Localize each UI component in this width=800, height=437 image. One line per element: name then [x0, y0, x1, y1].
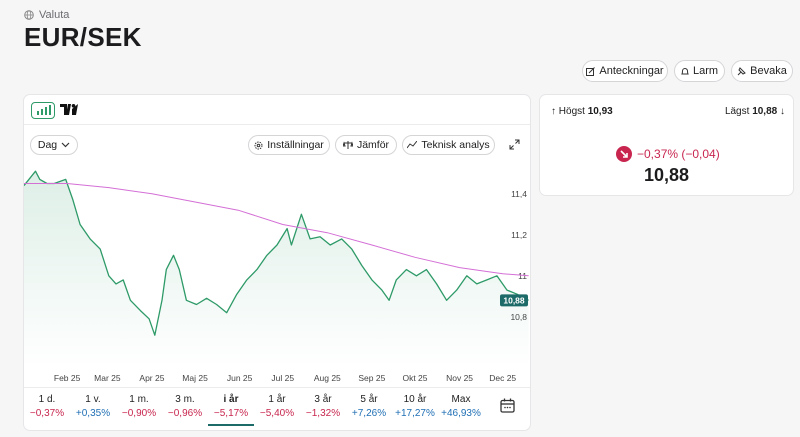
x-tick-label: Apr 25 [139, 373, 164, 383]
period-tab[interactable]: 1 d. −0,37% [24, 392, 70, 424]
period-tab[interactable]: 3 år −1,32% [300, 392, 346, 424]
x-tick-label: Sep 25 [358, 373, 385, 383]
button-label: Teknisk analys [421, 139, 490, 151]
current-value-label: 10,88 [503, 295, 525, 305]
x-tick-label: Maj 25 [182, 373, 208, 383]
x-tick-label: Dec 25 [489, 373, 516, 383]
price-line [24, 170, 529, 336]
period-label: 1 år [268, 394, 286, 405]
period-tab[interactable]: 1 v. +0,35% [70, 392, 116, 424]
low: Lägst 10,88 ↓ [724, 106, 785, 117]
x-tick-label: Okt 25 [402, 373, 427, 383]
x-tick-label: Feb 25 [54, 373, 81, 383]
period-change: +0,35% [75, 408, 111, 419]
button-label: Inställningar [267, 139, 324, 151]
high-label: Högst [558, 106, 585, 117]
y-tick-label: 11,4 [511, 189, 527, 199]
period-change: −5,17% [213, 408, 249, 419]
current-value-tag [500, 294, 528, 307]
button-label: Anteckningar [599, 65, 664, 77]
period-label: 1 v. [85, 394, 101, 405]
button-label: Jämför [356, 139, 390, 151]
compare-button[interactable]: Jämför [335, 135, 397, 155]
period-change: −5,40% [259, 408, 295, 419]
icon [737, 66, 746, 75]
period-label: 3 m. [175, 394, 195, 405]
period-change: −0,37% [29, 408, 65, 419]
period-tab[interactable]: 5 år +7,26% [346, 392, 392, 424]
period-change: −0,96% [167, 408, 203, 419]
x-tick-label: Jun 25 [227, 373, 253, 383]
period-change: −1,32% [305, 408, 341, 419]
low-label: Lägst [724, 106, 750, 117]
period-change: +17,27% [395, 408, 435, 419]
x-tick-label: Aug 25 [314, 373, 341, 383]
period-change: +7,26% [351, 408, 387, 419]
watch-button[interactable]: Bevaka [731, 60, 793, 82]
period-label: Max [451, 394, 471, 405]
expand-icon[interactable] [509, 139, 520, 150]
period-tab[interactable]: i år −5,17% [208, 392, 254, 426]
button-label: Bevaka [750, 65, 787, 77]
globe-icon [24, 10, 34, 20]
chart-type-button[interactable] [31, 102, 55, 119]
y-tick-label: 11,2 [511, 230, 527, 240]
high-value: 10,93 [587, 106, 613, 117]
period-change: +46,93% [441, 408, 481, 419]
icon [37, 105, 51, 115]
icon [342, 140, 353, 149]
divider [24, 124, 530, 125]
icon [254, 141, 263, 149]
settings-button[interactable]: Inställningar [248, 135, 330, 155]
area [24, 171, 529, 368]
period-tab[interactable]: 3 m. −0,96% [162, 392, 208, 424]
notes-button[interactable]: Anteckningar [582, 60, 668, 82]
period-tab[interactable]: 10 år +17,27% [392, 392, 438, 424]
category: Valuta [24, 9, 69, 21]
icon [681, 67, 689, 74]
analysis-button[interactable]: Teknisk analys [402, 135, 495, 155]
low-value: 10,88 [752, 106, 778, 117]
x-tick-label: Nov 25 [446, 373, 473, 383]
period-label: i år [223, 394, 239, 405]
calendar-icon[interactable] [500, 398, 515, 413]
average-line [24, 183, 529, 277]
period-label: 1 m. [129, 394, 149, 405]
period-tab[interactable]: 1 m. −0,90% [116, 392, 162, 424]
x-tick-label: Mar 25 [94, 373, 121, 383]
change-value: −0,37% (−0,04) [637, 147, 720, 161]
stats-card [540, 95, 793, 195]
period-label: 10 år [403, 394, 427, 405]
period-label: 1 d. [38, 394, 56, 405]
divider [24, 387, 530, 388]
page-title: EUR/SEK [24, 22, 142, 52]
icon [586, 66, 596, 76]
period-change: −0,90% [121, 408, 157, 419]
high: ↑ Högst 10,93 [551, 106, 613, 117]
alarm-button[interactable]: Larm [674, 60, 725, 82]
x-tick-label: Jul 25 [271, 373, 294, 383]
period-label: 5 år [360, 394, 378, 405]
period-tab[interactable]: 1 år −5,40% [254, 392, 300, 424]
interval-dropdown[interactable]: Dag [30, 135, 78, 155]
button-label: Larm [692, 65, 719, 77]
change: −0,37% (−0,04) [616, 146, 720, 162]
period-tab[interactable]: Max +46,93% [438, 392, 484, 424]
icon [61, 142, 70, 148]
interval-label: Dag [37, 139, 58, 151]
down-icon [616, 146, 632, 162]
category-label: Valuta [39, 9, 70, 21]
period-label: 3 år [314, 394, 332, 405]
price: 10,88 [643, 165, 690, 185]
tradingview-logo [60, 104, 78, 115]
icon [407, 141, 418, 149]
